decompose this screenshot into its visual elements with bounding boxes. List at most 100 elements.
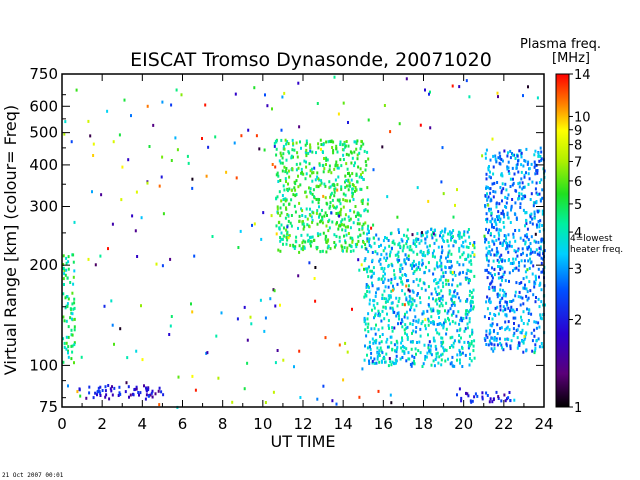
echo-point <box>462 251 465 255</box>
echo-point <box>540 261 543 265</box>
echo-point <box>391 264 394 268</box>
echo-point <box>328 218 331 222</box>
echo-point <box>489 272 492 276</box>
echo-point <box>394 349 397 353</box>
echo-point <box>452 294 455 298</box>
echo-point <box>430 227 433 231</box>
echo-point <box>526 307 528 311</box>
echo-point <box>390 335 393 339</box>
echo-point <box>382 249 385 253</box>
echo-point <box>459 327 462 331</box>
echo-point <box>512 334 515 338</box>
echo-point <box>369 345 371 349</box>
echo-point <box>491 336 494 340</box>
echo-point <box>387 264 390 268</box>
echo-point <box>489 170 491 174</box>
echo-point <box>499 326 502 330</box>
echo-point <box>487 271 490 275</box>
echo-point <box>496 258 499 262</box>
echo-point <box>527 296 530 300</box>
echo-point <box>469 399 472 403</box>
echo-point <box>415 244 418 248</box>
echo-point <box>92 396 95 400</box>
echo-point <box>486 295 489 299</box>
echo-point <box>489 176 492 180</box>
echo-point <box>499 308 502 312</box>
echo-point <box>317 177 320 181</box>
echo-point <box>354 189 356 193</box>
echo-point <box>518 191 521 195</box>
noise-point <box>390 401 393 405</box>
echo-point <box>291 167 294 171</box>
echo-point <box>304 240 307 244</box>
echo-point <box>117 394 120 397</box>
echo-point <box>373 339 376 343</box>
x-tick-label: 18 <box>414 415 433 433</box>
echo-point <box>447 357 449 361</box>
echo-point <box>537 151 540 155</box>
echo-point <box>66 276 69 280</box>
echo-point <box>512 269 514 273</box>
noise-point <box>272 288 275 292</box>
echo-point <box>285 142 288 146</box>
echo-point <box>541 196 544 200</box>
echo-point <box>497 265 499 268</box>
echo-point <box>353 164 356 168</box>
echo-point <box>473 241 476 244</box>
echo-point <box>305 207 308 211</box>
echo-point <box>535 181 538 185</box>
echo-point <box>385 340 388 344</box>
echo-point <box>488 400 491 404</box>
echo-point <box>315 211 318 215</box>
echo-point <box>497 237 500 241</box>
echo-point <box>277 174 280 178</box>
noise-point <box>73 220 76 224</box>
echo-point <box>517 268 520 272</box>
echo-point <box>306 233 309 237</box>
echo-point <box>481 395 484 399</box>
echo-point <box>529 215 532 219</box>
x-tick-label: 12 <box>293 415 312 433</box>
echo-point <box>518 185 521 189</box>
echo-point <box>539 247 542 251</box>
echo-point <box>104 395 107 399</box>
noise-point <box>309 149 312 153</box>
echo-point <box>522 196 525 200</box>
echo-point <box>124 390 127 394</box>
echo-point <box>409 245 412 248</box>
echo-point <box>517 170 520 174</box>
echo-point <box>422 310 425 314</box>
echo-point <box>311 220 314 224</box>
echo-point <box>465 391 467 395</box>
echo-point <box>294 188 297 192</box>
noise-point <box>169 324 172 328</box>
echo-point <box>509 221 512 224</box>
echo-point <box>290 224 293 228</box>
echo-point <box>287 142 290 146</box>
echo-point <box>496 252 498 256</box>
echo-point <box>394 361 397 365</box>
echo-point <box>472 307 475 311</box>
echo-point <box>495 160 498 164</box>
echo-point <box>328 206 331 210</box>
echo-point <box>499 241 502 245</box>
noise-point <box>191 374 194 378</box>
echo-point <box>449 290 452 293</box>
echo-point <box>499 258 502 262</box>
noise-point <box>120 198 123 202</box>
echo-point <box>277 180 280 183</box>
echo-point <box>384 306 387 310</box>
echo-point <box>464 327 467 331</box>
echo-point <box>376 252 379 256</box>
echo-point <box>473 242 476 246</box>
colorbar-tick-label: 4 <box>574 226 582 241</box>
echo-point <box>62 254 65 258</box>
echo-point <box>300 146 302 150</box>
echo-point <box>381 297 384 300</box>
echo-point <box>502 272 505 276</box>
noise-point <box>237 246 240 249</box>
echo-point <box>491 182 494 186</box>
echo-point <box>323 167 326 171</box>
echo-point <box>434 228 436 232</box>
echo-point <box>151 395 154 399</box>
